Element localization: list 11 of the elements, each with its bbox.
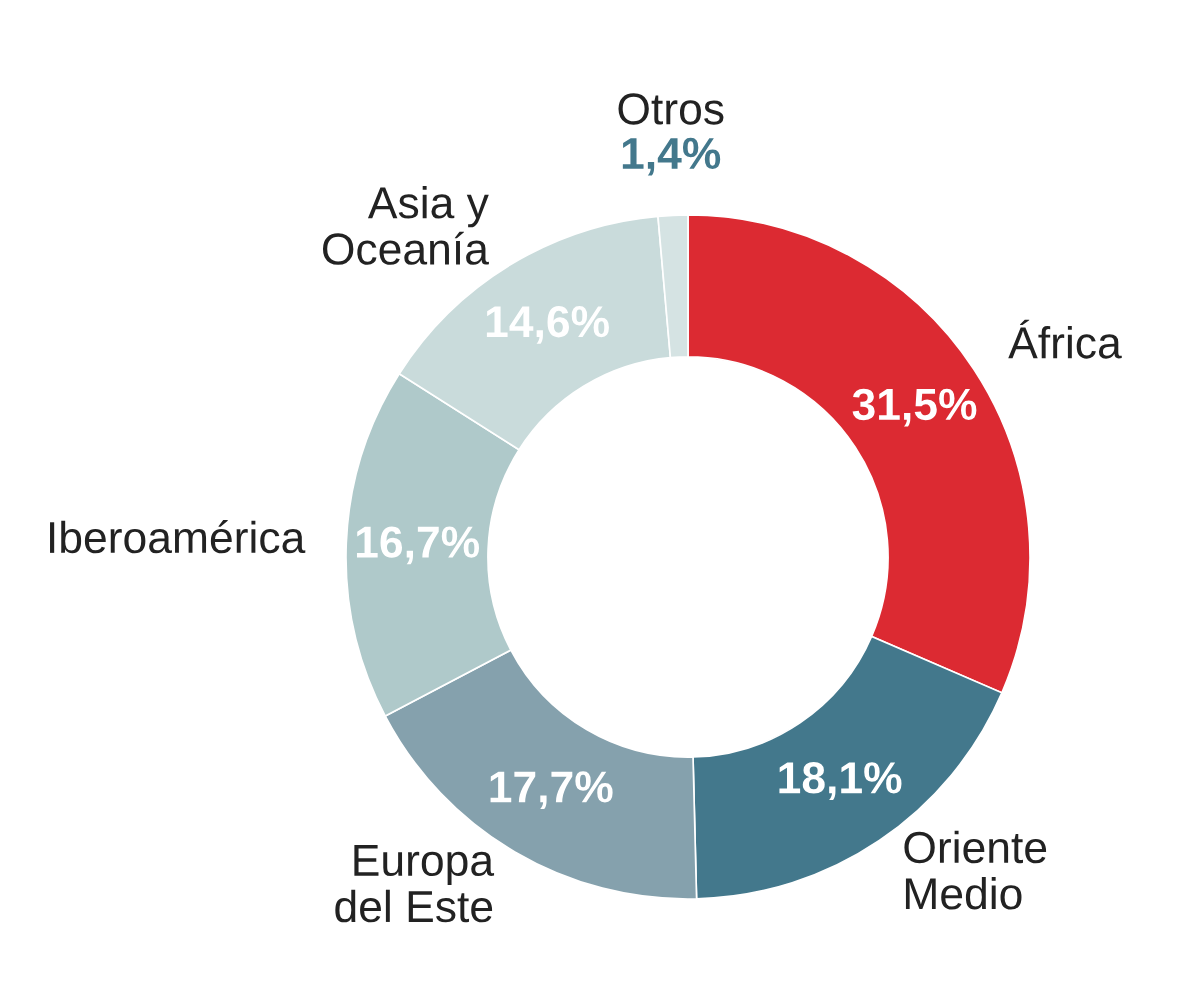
data-label: 17,7%: [490, 771, 613, 810]
data-label: 16,7%: [356, 526, 480, 565]
slice-label: Oriente Medio: [904, 830, 1047, 910]
slice-label: Otros: [618, 93, 724, 125]
slice-label: Asia y Oceanía: [322, 185, 489, 265]
data-label: 31,5%: [852, 388, 977, 427]
slice-label: Iberoamérica: [50, 520, 306, 554]
slice-label: África: [1008, 319, 1122, 359]
data-label: 18,1%: [779, 762, 902, 801]
slice-label: Europa del Este: [335, 845, 495, 923]
data-label: 1,4%: [622, 137, 721, 176]
